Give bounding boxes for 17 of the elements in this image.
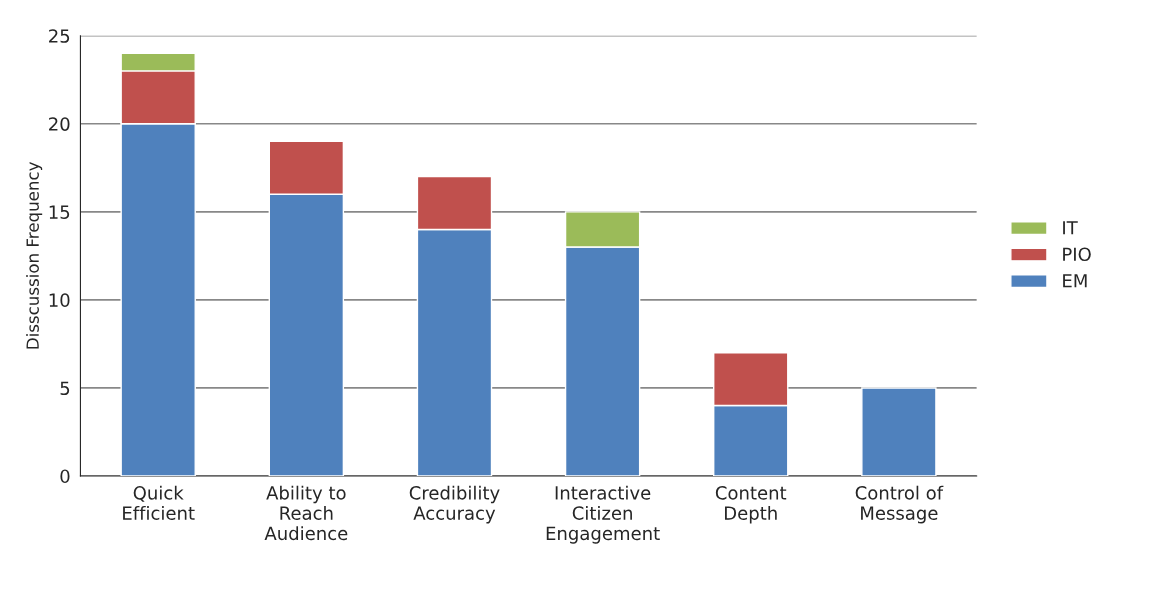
y-tick-label: 10 bbox=[49, 293, 70, 307]
x-tick-label: Ability to Reach Audience bbox=[264, 485, 348, 541]
x-tick-label: Credibility Accuracy bbox=[409, 485, 500, 524]
y-tick-label: 20 bbox=[49, 117, 70, 131]
y-axis-title: Disscussion Frequency bbox=[26, 161, 43, 349]
y-tick-label: 5 bbox=[60, 381, 70, 396]
legend-label: EM bbox=[1063, 274, 1087, 288]
y-tick-label: 0 bbox=[60, 469, 70, 484]
x-tick-label: Interactive Citizen Engagement bbox=[546, 485, 660, 544]
x-tick-label: Content Depth bbox=[715, 486, 787, 524]
y-tick-label: 25 bbox=[49, 29, 70, 43]
y-tick-label: 15 bbox=[49, 205, 70, 219]
x-tick-label: Quick Efficient bbox=[123, 485, 195, 520]
bar bbox=[861, 387, 937, 476]
legend-label: PIO bbox=[1063, 247, 1091, 262]
x-tick-label: Control of Message bbox=[855, 485, 944, 524]
legend-label: IT bbox=[1063, 221, 1078, 235]
